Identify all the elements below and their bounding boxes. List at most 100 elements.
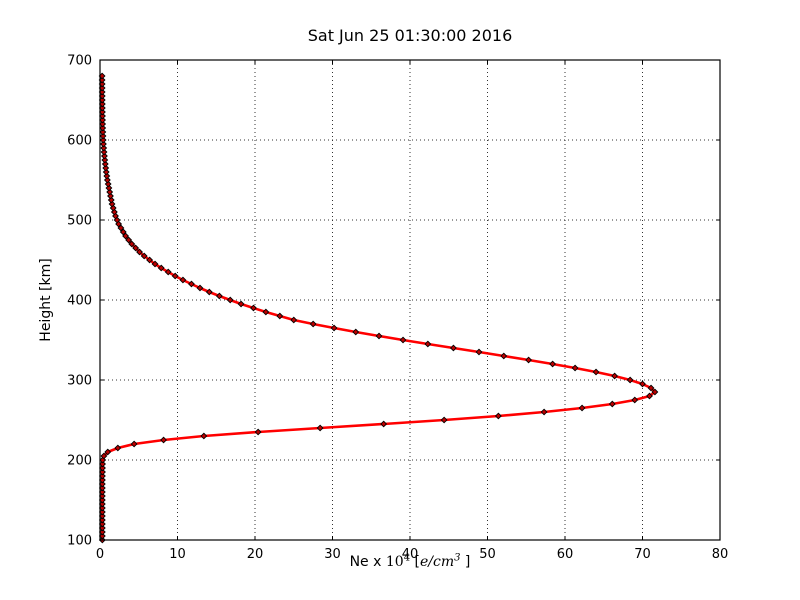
data-point-marker (375, 332, 383, 340)
data-point-marker (102, 164, 110, 172)
x-tick-label: 60 (557, 547, 574, 562)
data-point-marker (110, 208, 118, 216)
data-point-marker (106, 188, 114, 196)
y-axis-label: Height [km] (38, 258, 54, 342)
x-axis-label-unit-exponent: 3 (454, 552, 461, 564)
data-point-marker (578, 404, 586, 412)
data-point-marker (103, 176, 111, 184)
y-tick-label: 100 (67, 534, 92, 549)
chart-title: Sat Jun 25 01:30:00 2016 (307, 26, 513, 45)
data-point-marker (651, 388, 659, 396)
data-point-marker (631, 396, 639, 404)
data-point-marker (254, 428, 262, 436)
data-point-marker (276, 312, 284, 320)
data-point-marker (102, 168, 110, 176)
data-point-marker (132, 244, 140, 252)
data-point-marker (125, 236, 133, 244)
plot-border (99, 59, 721, 541)
data-point-marker (99, 112, 106, 120)
x-tick-label: 0 (96, 547, 104, 562)
data-point-marker (200, 432, 208, 440)
data-point-marker (99, 460, 106, 468)
data-point-marker (146, 256, 154, 264)
data-point-marker (549, 360, 557, 368)
data-point-marker (611, 372, 619, 380)
data-point-marker (99, 124, 107, 132)
data-point-marker (250, 304, 257, 312)
data-point-marker (449, 344, 457, 352)
data-point-marker (140, 252, 148, 260)
x-axis-label-open-bracket: [ (410, 554, 420, 570)
data-point-marker (101, 160, 109, 168)
x-tick-label: 70 (634, 547, 651, 562)
data-point-marker (136, 248, 143, 256)
data-point-marker (160, 436, 167, 444)
data-point-marker (309, 320, 317, 328)
data-point-marker (608, 400, 616, 408)
data-point-marker (316, 424, 324, 432)
x-axis-label-base: 10 (385, 554, 404, 570)
data-point-marker (647, 384, 655, 392)
data-point-marker (107, 192, 114, 200)
data-point-marker (119, 228, 127, 236)
data-point-marker (215, 292, 223, 300)
x-axis-label-exponent: 4 (403, 552, 411, 564)
data-point-marker (101, 156, 109, 164)
data-point-marker (205, 288, 213, 296)
data-point-marker (626, 376, 634, 384)
data-point-marker (290, 316, 298, 324)
data-point-marker (99, 464, 106, 472)
x-tick-label: 40 (402, 547, 419, 562)
data-point-marker (639, 380, 646, 388)
data-point-marker (100, 148, 108, 156)
data-point-marker (100, 452, 108, 460)
y-tick-label: 600 (67, 134, 92, 149)
data-point-marker (352, 328, 360, 336)
data-point-marker (99, 468, 106, 476)
data-point-marker (122, 232, 130, 240)
data-point-marker (157, 264, 165, 272)
data-point-marker (380, 420, 388, 428)
data-point-marker (196, 284, 204, 292)
y-tick-label: 500 (67, 214, 92, 229)
data-point-marker (99, 116, 106, 124)
data-point-marker (262, 308, 270, 316)
x-axis-label-prefix: Ne x (349, 554, 386, 570)
data-point-marker (592, 368, 600, 376)
data-point-marker (99, 128, 107, 136)
data-point-marker (99, 140, 107, 148)
y-tick-label: 200 (67, 454, 92, 469)
x-tick-label: 20 (247, 547, 264, 562)
data-point-marker (171, 272, 179, 280)
data-point-marker (99, 120, 107, 128)
y-tick-label: 700 (67, 54, 92, 69)
data-point-marker (179, 276, 187, 284)
x-axis-label: Ne x 104 [e/cm3 ] (100, 552, 720, 570)
data-point-marker (128, 240, 136, 248)
data-point-marker (399, 336, 407, 344)
data-point-marker (475, 348, 483, 356)
data-point-marker (525, 356, 533, 364)
ne-profile-curve (100, 74, 657, 542)
x-tick-label: 80 (712, 547, 729, 562)
data-point-marker (188, 280, 195, 288)
x-tick-label: 10 (169, 547, 186, 562)
x-tick-label: 30 (324, 547, 341, 562)
data-point-marker (99, 132, 107, 140)
data-point-marker (540, 408, 548, 416)
data-point-marker (237, 300, 245, 308)
data-point-marker (100, 144, 108, 152)
data-point-marker (104, 448, 112, 456)
data-point-marker (117, 224, 125, 232)
x-axis-label-unit: e/cm (419, 554, 455, 570)
data-point-marker (424, 340, 432, 348)
y-tick-label: 400 (67, 294, 92, 309)
data-point-marker (646, 392, 653, 400)
data-point-marker (330, 324, 338, 332)
data-point-marker (99, 136, 107, 144)
x-axis-label-close-bracket: ] (460, 554, 471, 570)
data-point-marker (100, 152, 108, 160)
y-tick-label: 300 (67, 374, 92, 389)
